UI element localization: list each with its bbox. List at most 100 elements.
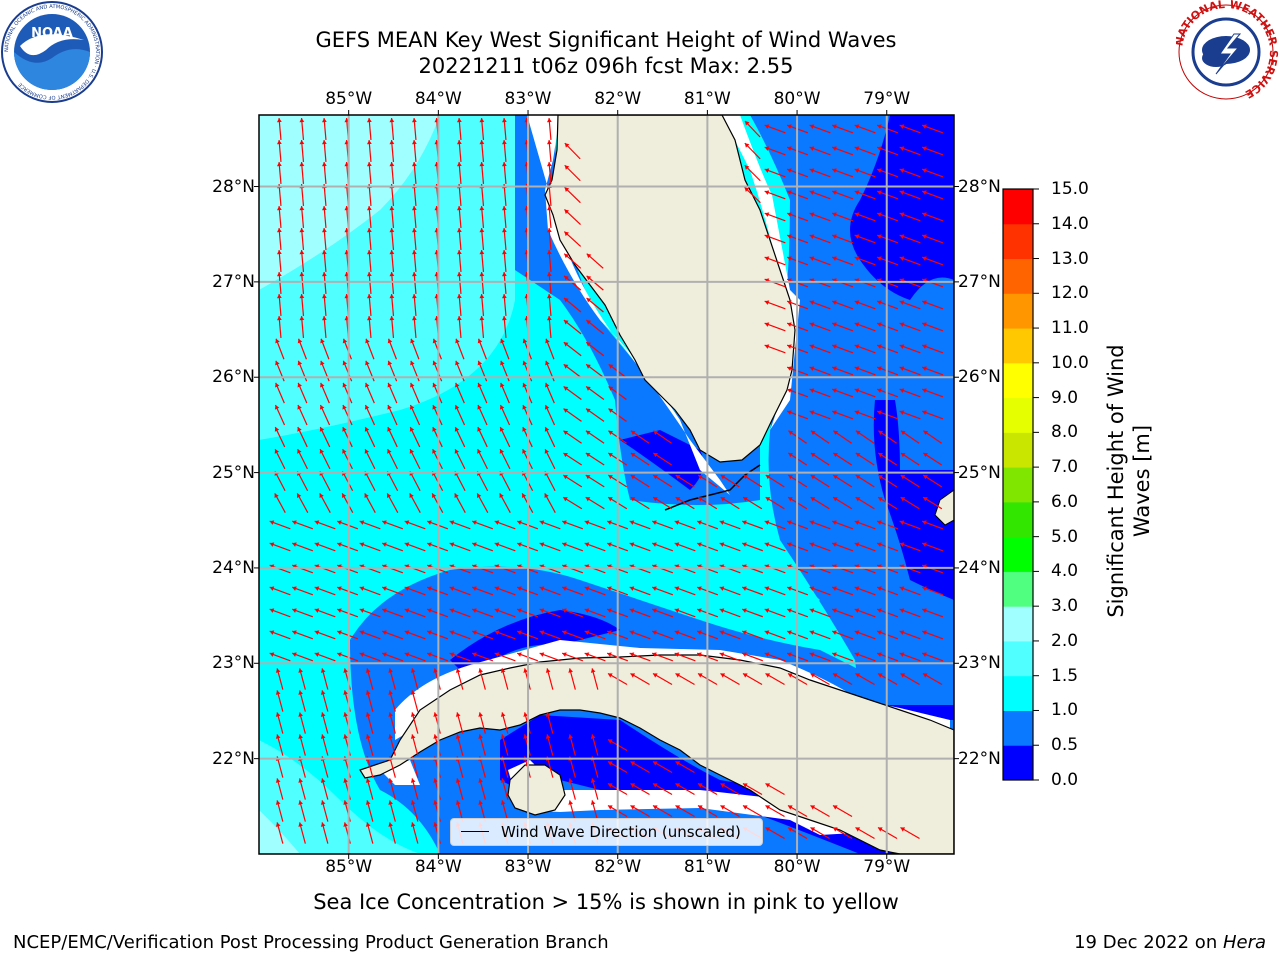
wave-arrow-head (608, 452, 613, 458)
wave-arrow-head (764, 520, 770, 525)
wave-arrow-head (608, 475, 613, 480)
wave-arrow-head (877, 564, 882, 569)
wave-arrow-head (299, 162, 305, 167)
wave-arrow-head (500, 382, 505, 388)
wave-arrow-head (359, 652, 365, 657)
wave-arrow-head (297, 449, 302, 454)
wave-arrow-head (404, 630, 410, 635)
wave-arrow-head (337, 586, 342, 591)
wave-arrow-head (652, 542, 657, 547)
wave-arrow-head (404, 520, 410, 525)
wave-arrow-head (477, 382, 482, 388)
wave-arrow-head (586, 364, 591, 369)
wave-arrow-head (387, 338, 393, 344)
wave-arrow-head (568, 778, 574, 783)
lon-label-top: 80°W (773, 89, 821, 109)
lat-label-right: 28°N (958, 176, 1001, 197)
wave-arrow-head (275, 360, 280, 366)
legend-label: Wind Wave Direction (unscaled) (501, 823, 741, 841)
wave-arrow-head (855, 497, 861, 502)
wave-arrow-head (764, 586, 770, 591)
wave-arrow-head (854, 608, 860, 613)
wave-arrow-head (697, 608, 702, 613)
wave-arrow-head (719, 652, 725, 657)
wave-arrow-head (854, 190, 860, 195)
wave-arrow-head (899, 366, 905, 371)
colorbar-segment (1003, 606, 1033, 642)
wave-arrow-head (674, 564, 680, 569)
wave-arrow-head (674, 630, 680, 635)
wave-arrow-head (337, 542, 342, 547)
wave-arrow-head (479, 140, 485, 145)
wave-arrow-head (787, 300, 792, 305)
wave-arrow-head (832, 652, 837, 657)
wave-arrow-head (269, 630, 275, 635)
wave-arrow-head (855, 827, 861, 832)
wave-arrow-head (590, 778, 596, 783)
wave-arrow-head (923, 452, 928, 458)
wave-arrow-head (832, 190, 837, 195)
wave-arrow-head (456, 118, 462, 123)
wave-arrow-head (675, 761, 681, 766)
wave-arrow-head (652, 608, 657, 613)
wave-arrow-head (810, 475, 816, 480)
wave-arrow-head (321, 206, 327, 211)
wave-arrow-head (427, 564, 432, 569)
wave-arrow-head (742, 630, 747, 635)
wave-arrow-head (562, 630, 567, 635)
wave-arrow-head (432, 493, 437, 499)
wave-arrow-head (501, 316, 507, 321)
wave-arrow-head (365, 690, 371, 695)
wave-arrow-head (719, 564, 725, 569)
wave-arrow-head (877, 212, 882, 217)
wave-arrow-head (544, 404, 550, 410)
wave-arrow-head (877, 520, 882, 525)
footer-host: Hera (1222, 932, 1266, 953)
wave-arrow-head (382, 542, 387, 547)
wave-arrow-head (472, 520, 477, 525)
wave-arrow-head (899, 278, 905, 283)
wave-arrow-head (899, 322, 905, 327)
wave-arrow-head (568, 668, 574, 673)
wave-arrow-head (298, 822, 304, 827)
wave-arrow-head (366, 316, 372, 321)
wave-arrow-head (922, 608, 927, 613)
wave-arrow-head (810, 430, 816, 436)
wave-arrow-head (455, 734, 461, 739)
wave-arrow-head (742, 542, 747, 547)
isla-de-la-juventud (507, 764, 566, 816)
wave-arrow-head (539, 652, 545, 657)
wave-arrow-head (630, 673, 636, 678)
wave-arrow-head (854, 366, 860, 371)
wave-arrow-head (343, 822, 349, 827)
wave-arrow-head (479, 228, 485, 233)
wave-arrow-head (833, 430, 839, 436)
lon-label-bottom: 82°W (594, 857, 642, 877)
wave-arrow-head (500, 668, 506, 673)
wave-arrow-head (809, 322, 815, 327)
wave-arrow-head (675, 475, 681, 480)
wave-arrow-head (674, 652, 680, 657)
wave-arrow-head (742, 608, 747, 613)
wave-arrow-head (809, 256, 815, 261)
wave-arrow-head (584, 542, 590, 547)
wave-arrow-head (720, 497, 726, 502)
wave-arrow-head (539, 608, 545, 613)
wave-arrow-head (427, 652, 432, 657)
wave-arrow-head (387, 449, 392, 454)
wave-arrow-head (274, 449, 280, 454)
wave-arrow-head (629, 586, 635, 591)
wave-arrow-head (321, 316, 327, 321)
lon-label-top: 83°W (504, 89, 552, 109)
wave-arrow-head (787, 190, 792, 195)
wave-arrow-head (298, 668, 304, 673)
wave-arrow-head (366, 228, 372, 233)
wave-arrow-head (832, 168, 837, 173)
wave-arrow-head (922, 124, 927, 129)
wave-arrow-head (364, 427, 370, 432)
wave-arrow-head (320, 778, 326, 783)
wave-arrow-head (697, 652, 702, 657)
wave-arrow-head (449, 652, 455, 657)
wave-arrow-head (630, 497, 636, 502)
wave-arrow-head (832, 366, 837, 371)
